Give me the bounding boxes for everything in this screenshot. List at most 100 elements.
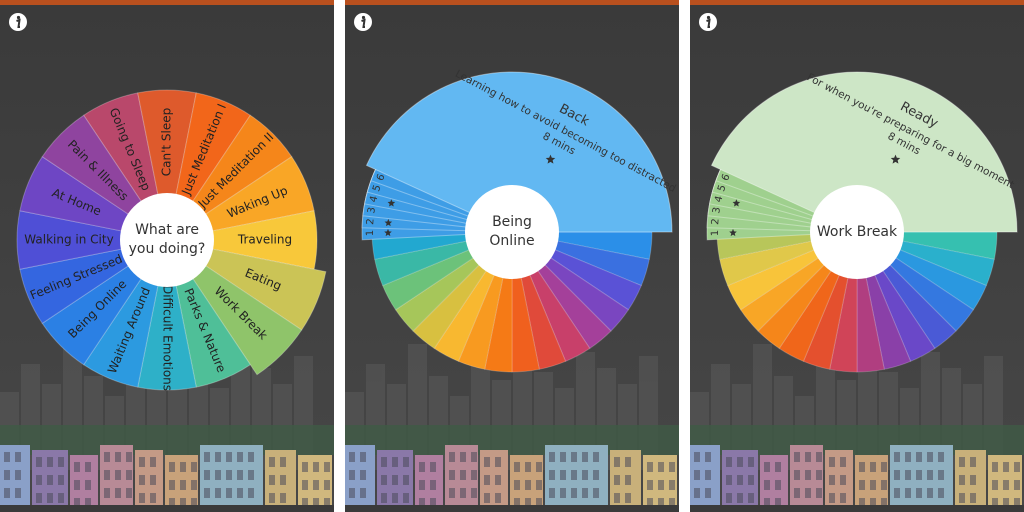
house-window: [449, 488, 455, 498]
house-window: [614, 457, 620, 467]
house-window: [726, 457, 732, 467]
house-window: [593, 452, 599, 462]
house-window: [805, 452, 811, 462]
house-window: [775, 480, 781, 490]
house-window: [126, 470, 132, 480]
house-window: [927, 488, 933, 498]
house-window: [381, 457, 387, 467]
house-window: [571, 452, 577, 462]
track-number: 4: [368, 195, 380, 204]
activity-segment[interactable]: Pain & Illness: [41, 114, 146, 219]
house-window: [870, 462, 876, 472]
house-window: [905, 470, 911, 480]
house-window: [669, 498, 675, 508]
house-window: [959, 457, 965, 467]
house-window: [85, 462, 91, 472]
house-window: [560, 470, 566, 480]
house-window: [1014, 498, 1020, 508]
house-window: [313, 480, 319, 490]
star-icon: [545, 154, 556, 164]
house-window: [694, 488, 700, 498]
house-window: [15, 488, 21, 498]
track-number: 6: [375, 173, 388, 183]
house-window: [859, 480, 865, 490]
house-window: [829, 457, 835, 467]
house-window: [430, 462, 436, 472]
info-button[interactable]: [9, 13, 27, 31]
house-window: [805, 470, 811, 480]
house-window: [204, 470, 210, 480]
house-window: [593, 470, 599, 480]
activity-segment[interactable]: Eating: [199, 247, 327, 331]
house-window: [536, 480, 542, 490]
track-number: 3: [366, 206, 378, 214]
top-bar: [0, 0, 334, 5]
house-window: [927, 452, 933, 462]
ground: [690, 505, 1024, 512]
ground: [345, 505, 679, 512]
house-window: [647, 498, 653, 508]
house-window: [495, 475, 501, 485]
center-circle: [465, 185, 559, 279]
house-window: [302, 498, 308, 508]
house-window: [560, 488, 566, 498]
star-icon: [890, 154, 901, 164]
house-window: [115, 488, 121, 498]
track-number: 2: [710, 218, 721, 225]
star-icon: [729, 228, 737, 237]
info-icon-dot: [16, 15, 21, 20]
info-button[interactable]: [354, 13, 372, 31]
house-window: [549, 488, 555, 498]
house-window: [237, 470, 243, 480]
house-window: [302, 462, 308, 472]
house-window: [74, 498, 80, 508]
track-number: 5: [716, 184, 728, 193]
info-button[interactable]: [699, 13, 717, 31]
track-number: 2: [365, 218, 376, 225]
info-icon-dot: [361, 15, 366, 20]
house-window: [748, 493, 754, 503]
house-window: [647, 462, 653, 472]
house-window: [449, 470, 455, 480]
house-window: [104, 488, 110, 498]
house-window: [74, 462, 80, 472]
house-window: [614, 475, 620, 485]
house-window: [669, 480, 675, 490]
house-window: [204, 452, 210, 462]
house-window: [881, 462, 887, 472]
house-window: [905, 452, 911, 462]
center-label: What are you doing?: [128, 222, 206, 257]
house-window: [392, 475, 398, 485]
house-window: [104, 452, 110, 462]
house-window: [764, 480, 770, 490]
house-window: [829, 493, 835, 503]
house-window: [460, 470, 466, 480]
house-window: [180, 462, 186, 472]
house-window: [625, 457, 631, 467]
house-window: [15, 470, 21, 480]
house-window: [85, 498, 91, 508]
house-window: [471, 470, 477, 480]
house-window: [916, 488, 922, 498]
house-window: [775, 498, 781, 508]
activity-segment[interactable]: Walking in City: [16, 210, 129, 270]
star-icon: [387, 199, 396, 207]
activity-segment[interactable]: Waiting Around: [82, 272, 160, 388]
house-window: [36, 457, 42, 467]
house-window: [514, 480, 520, 490]
activity-segment[interactable]: Waking Up: [199, 155, 315, 233]
segment-label: Walking in City: [24, 233, 113, 247]
house-window: [58, 493, 64, 503]
info-icon-dot: [706, 15, 711, 20]
house-window: [324, 498, 330, 508]
activity-segment[interactable]: Can't Sleep: [137, 89, 197, 202]
house-window: [514, 462, 520, 472]
house-window: [959, 493, 965, 503]
house-window: [1014, 462, 1020, 472]
house-window: [471, 488, 477, 498]
house-window: [571, 470, 577, 480]
house-window: [916, 452, 922, 462]
house-window: [169, 480, 175, 490]
house-window: [403, 493, 409, 503]
